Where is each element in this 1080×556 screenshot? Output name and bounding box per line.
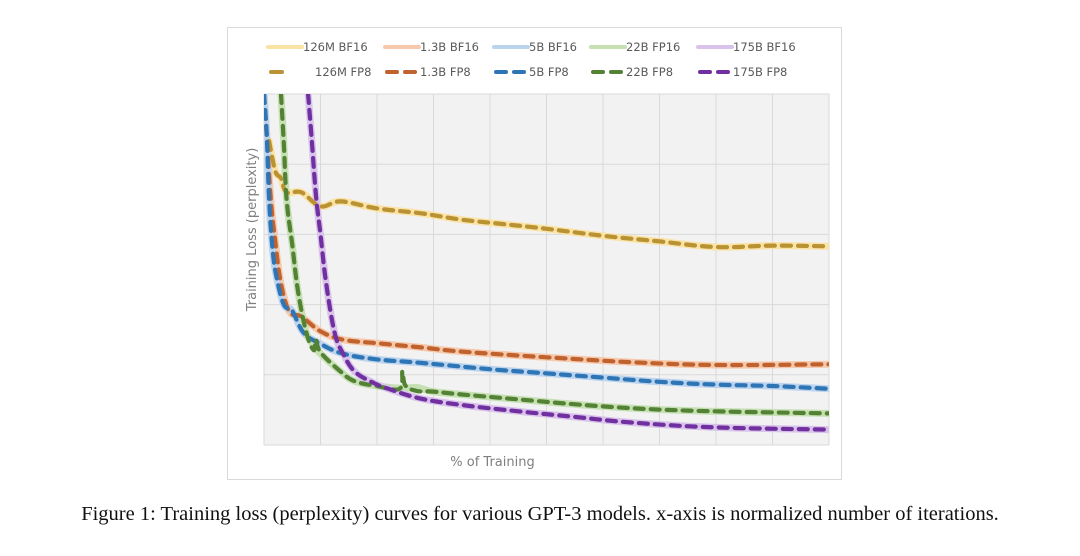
legend: 126M BF16 1.3B BF16 5B BF16 22B FP16 175B BF… — [266, 40, 796, 79]
legend-label: 1.3B BF16 — [420, 40, 479, 54]
legend-item-5b-bf16: 5B BF16 — [492, 40, 577, 54]
y-axis-title: Training Loss (perplexity) — [245, 148, 260, 313]
figure-caption: Figure 1: Training loss (perplexity) cur… — [81, 503, 999, 525]
legend-label: 126M BF16 — [303, 40, 368, 54]
legend-item-1-3b-bf16: 1.3B BF16 — [383, 40, 479, 54]
legend-label: 22B FP16 — [626, 40, 680, 54]
legend-label: 175B FP8 — [733, 65, 787, 79]
series-layer — [264, 94, 829, 434]
x-axis-title: % of Training — [450, 455, 534, 470]
legend-item-175b-bf16: 175B BF16 — [696, 40, 796, 54]
legend-item-1-3b-fp8: 1.3B FP8 — [385, 65, 471, 79]
legend-label: 175B BF16 — [733, 40, 796, 54]
series-line-175b-fp8 — [306, 94, 829, 432]
legend-label: 5B BF16 — [529, 40, 577, 54]
legend-item-22b-fp16: 22B FP16 — [589, 40, 680, 54]
training-loss-chart: 126M BF16 1.3B BF16 5B BF16 22B FP16 175B BF… — [245, 40, 830, 470]
legend-label: 126M FP8 — [315, 65, 371, 79]
legend-label: 1.3B FP8 — [420, 65, 471, 79]
legend-label: 22B FP8 — [626, 65, 673, 79]
legend-item-175b-fp8: 175B FP8 — [698, 65, 787, 79]
legend-item-126m-bf16: 126M BF16 — [266, 40, 368, 54]
legend-item-5b-fp8: 5B FP8 — [494, 65, 569, 79]
legend-label: 5B FP8 — [529, 65, 569, 79]
legend-item-126m-fp8: 126M FP8 — [269, 65, 371, 79]
legend-item-22b-fp8: 22B FP8 — [591, 65, 673, 79]
series-line-1-3b-fp8 — [264, 94, 829, 368]
chart-frame: 126M BF16 1.3B BF16 5B BF16 22B FP16 175B BF… — [227, 27, 842, 480]
